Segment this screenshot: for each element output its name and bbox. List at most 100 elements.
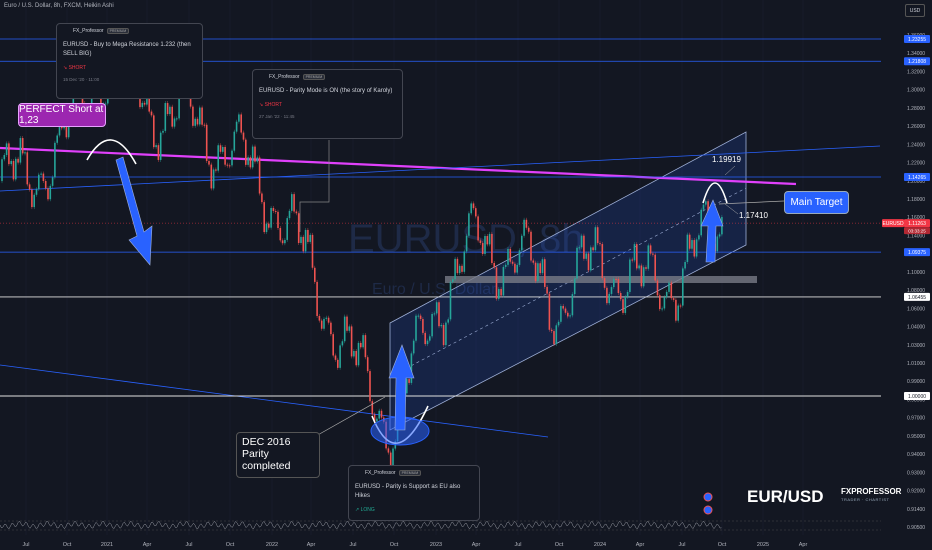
- candle: [608, 293, 610, 304]
- candle: [38, 174, 40, 190]
- y-tick-label: 1.28000: [907, 106, 925, 112]
- card-direction: ↘ SHORT: [259, 102, 283, 108]
- candle: [442, 324, 445, 346]
- card-date: 27 Jan '22 · 11:45: [259, 114, 295, 119]
- candle: [500, 288, 502, 296]
- candle: [583, 235, 585, 259]
- y-tick-label: 1.03000: [907, 343, 925, 349]
- candle: [325, 317, 328, 319]
- candle: [640, 265, 643, 287]
- candle: [613, 279, 615, 288]
- osc-line: [0, 520, 722, 530]
- candle: [291, 194, 293, 211]
- candle: [410, 353, 413, 383]
- price-label: 1.11263: [904, 219, 930, 228]
- candle: [348, 326, 351, 331]
- candle: [456, 258, 459, 274]
- candle: [173, 118, 176, 127]
- candle: [417, 315, 420, 317]
- candle: [327, 317, 330, 323]
- candle: [231, 150, 233, 166]
- candle: [465, 235, 468, 252]
- candle: [40, 173, 42, 175]
- target-high-label: 1.19919: [712, 155, 741, 164]
- candle: [242, 132, 245, 140]
- x-tick-label: Oct: [63, 542, 72, 548]
- candle: [656, 280, 659, 296]
- candle: [438, 302, 440, 327]
- candle: [159, 132, 162, 160]
- candle: [265, 223, 268, 233]
- y-tick-label: 0.97000: [907, 416, 925, 422]
- y-tick-label: 1.14000: [907, 233, 925, 239]
- candle: [412, 340, 415, 354]
- candle: [33, 194, 35, 208]
- candle: [488, 233, 491, 245]
- x-tick-label: Apr: [472, 542, 481, 548]
- symbol-header: Euro / U.S. Dollar, 8h, FXCM, Heikin Ash…: [4, 3, 114, 9]
- candle: [295, 211, 298, 214]
- candle: [468, 213, 470, 236]
- candle: [415, 315, 417, 341]
- candle: [284, 239, 286, 244]
- candle: [636, 244, 638, 269]
- price-label: 1.09375: [904, 248, 930, 257]
- candle: [219, 145, 222, 152]
- y-tick-label: 1.10000: [907, 270, 925, 276]
- candle: [104, 103, 107, 105]
- y-tick-label: 1.08000: [907, 288, 925, 294]
- candle: [698, 235, 700, 240]
- candle: [594, 227, 597, 251]
- idea-card-3[interactable]: FX_Professor PREMIUM EURUSD - Parity is S…: [348, 465, 480, 521]
- candle: [573, 278, 576, 295]
- price-label: 1.14265: [904, 173, 930, 182]
- candle: [408, 379, 410, 383]
- y-tick-label: 1.18000: [907, 197, 925, 203]
- x-axis-labels: Jul Oct 2021 Apr Jul Oct 2022 Apr Jul Oct 2023 Apr J…: [22, 542, 807, 548]
- candle: [659, 295, 661, 310]
- candle: [389, 452, 392, 471]
- candle: [590, 247, 592, 271]
- candle: [606, 287, 608, 304]
- brand-tagline: TRADER · CHARTIST: [841, 497, 890, 502]
- candle: [307, 229, 309, 242]
- currency-button[interactable]: USD: [905, 4, 925, 17]
- x-tick-label: Apr: [799, 542, 808, 548]
- idea-card-2[interactable]: FX_Professor PREMIUM EURUSD - Parity Mode…: [252, 69, 403, 139]
- event-icon-1: [703, 492, 713, 502]
- y-tick-label: 1.06000: [907, 306, 925, 312]
- candle: [353, 350, 355, 357]
- x-tick-label: Jul: [22, 542, 29, 548]
- price-label: 1.00000: [904, 392, 930, 400]
- candle: [217, 145, 219, 171]
- candle: [700, 209, 702, 236]
- price-label-text: 1.21808: [908, 59, 926, 65]
- y-tick-label: 1.34000: [907, 51, 925, 57]
- candle: [504, 264, 507, 267]
- candle: [419, 315, 422, 320]
- candle: [339, 345, 341, 368]
- x-tick-label: 2025: [757, 542, 769, 548]
- candle: [371, 401, 374, 415]
- y-tick-label: 0.94000: [907, 452, 925, 458]
- candle: [638, 265, 640, 269]
- candle: [647, 245, 650, 269]
- card2-connector: [299, 140, 330, 232]
- candle: [672, 298, 675, 300]
- up-arrow-parity: [388, 344, 415, 431]
- candle: [592, 247, 594, 251]
- price-label: 1.23255: [904, 35, 930, 44]
- candle: [288, 210, 291, 219]
- idea-card-1[interactable]: FX_Professor PREMIUM EURUSD - Buy to Mega…: [56, 23, 203, 99]
- candle: [435, 302, 438, 314]
- candle: [17, 158, 19, 163]
- candle: [498, 288, 500, 299]
- x-tick-label: Oct: [718, 542, 727, 548]
- y-tick-label: 1.20000: [907, 179, 925, 185]
- candle: [318, 315, 321, 321]
- oscillator-pane: [0, 520, 881, 531]
- candle: [54, 142, 56, 178]
- card-author: FX_Professor: [269, 74, 300, 80]
- candle: [12, 160, 15, 180]
